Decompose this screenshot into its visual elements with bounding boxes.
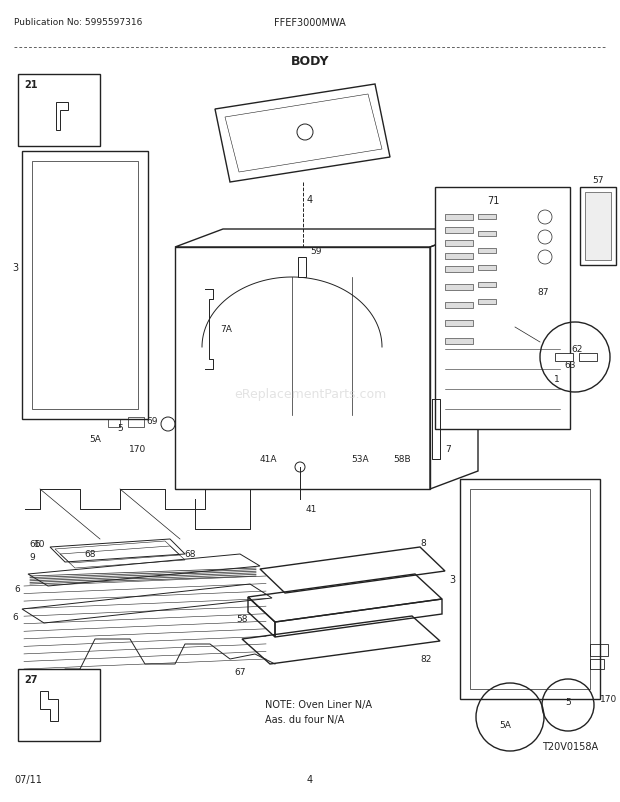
- Bar: [22, 152, 148, 419]
- Text: 69: 69: [146, 417, 158, 426]
- Text: 3: 3: [12, 263, 18, 273]
- Text: eReplacementParts.com: eReplacementParts.com: [234, 388, 386, 401]
- Text: 10: 10: [33, 540, 45, 549]
- Bar: [18, 75, 100, 147]
- Text: 66: 66: [29, 539, 41, 549]
- Text: 170: 170: [600, 695, 618, 703]
- Text: 62: 62: [571, 345, 583, 354]
- Text: 170: 170: [130, 444, 146, 453]
- Text: 5A: 5A: [89, 435, 101, 444]
- Bar: [435, 188, 570, 429]
- Text: 1: 1: [554, 375, 560, 384]
- Text: 59: 59: [310, 247, 322, 256]
- Text: 41A: 41A: [259, 455, 277, 464]
- Bar: [32, 162, 138, 410]
- Text: 4: 4: [307, 195, 313, 205]
- Bar: [445, 241, 473, 247]
- Text: 27: 27: [24, 674, 37, 684]
- Bar: [445, 285, 473, 290]
- Text: FFEF3000MWA: FFEF3000MWA: [274, 18, 346, 28]
- Bar: [445, 228, 473, 233]
- Bar: [445, 338, 473, 345]
- Bar: [585, 192, 611, 261]
- Bar: [478, 282, 496, 288]
- Text: BODY: BODY: [291, 55, 329, 68]
- Text: 68: 68: [184, 549, 196, 558]
- Text: 87: 87: [538, 288, 549, 297]
- Bar: [445, 215, 473, 221]
- Bar: [445, 302, 473, 309]
- Bar: [590, 659, 604, 669]
- Text: 5: 5: [565, 698, 571, 707]
- Text: T20V0158A: T20V0158A: [542, 741, 598, 751]
- Text: 82: 82: [420, 654, 432, 664]
- Text: 7: 7: [445, 445, 451, 454]
- Bar: [555, 354, 573, 362]
- Text: 21: 21: [24, 80, 37, 90]
- Text: 4: 4: [307, 774, 313, 784]
- Text: NOTE: Oven Liner N/A: NOTE: Oven Liner N/A: [265, 699, 372, 709]
- Bar: [108, 419, 120, 427]
- Bar: [445, 253, 473, 260]
- Text: 58: 58: [236, 615, 248, 624]
- Text: 63: 63: [564, 361, 576, 370]
- Text: 67: 67: [234, 667, 246, 676]
- Text: 5: 5: [117, 423, 123, 432]
- Bar: [590, 644, 608, 656]
- Bar: [478, 249, 496, 253]
- Bar: [478, 300, 496, 305]
- Text: 6: 6: [12, 613, 18, 622]
- Bar: [445, 267, 473, 273]
- Bar: [470, 489, 590, 689]
- Text: 8: 8: [420, 538, 426, 547]
- Bar: [128, 418, 144, 427]
- Bar: [18, 669, 100, 741]
- Bar: [580, 188, 616, 265]
- Text: 3: 3: [449, 574, 455, 585]
- Bar: [478, 232, 496, 237]
- Bar: [579, 354, 597, 362]
- Bar: [478, 265, 496, 270]
- Text: 71: 71: [487, 196, 499, 206]
- Text: Publication No: 5995597316: Publication No: 5995597316: [14, 18, 143, 27]
- Text: 7A: 7A: [220, 325, 232, 334]
- Text: 41: 41: [306, 504, 317, 513]
- Text: 9: 9: [29, 553, 35, 561]
- Text: 07/11: 07/11: [14, 774, 42, 784]
- Bar: [298, 257, 306, 277]
- Text: 6: 6: [14, 585, 20, 593]
- Bar: [175, 248, 430, 489]
- Bar: [445, 321, 473, 326]
- Text: 68: 68: [84, 549, 95, 558]
- Text: 53A: 53A: [351, 455, 369, 464]
- Text: 5A: 5A: [499, 721, 511, 730]
- Bar: [460, 480, 600, 699]
- Text: Aas. du four N/A: Aas. du four N/A: [265, 714, 344, 724]
- Bar: [478, 215, 496, 220]
- Text: 58B: 58B: [393, 455, 411, 464]
- Text: 57: 57: [592, 176, 604, 184]
